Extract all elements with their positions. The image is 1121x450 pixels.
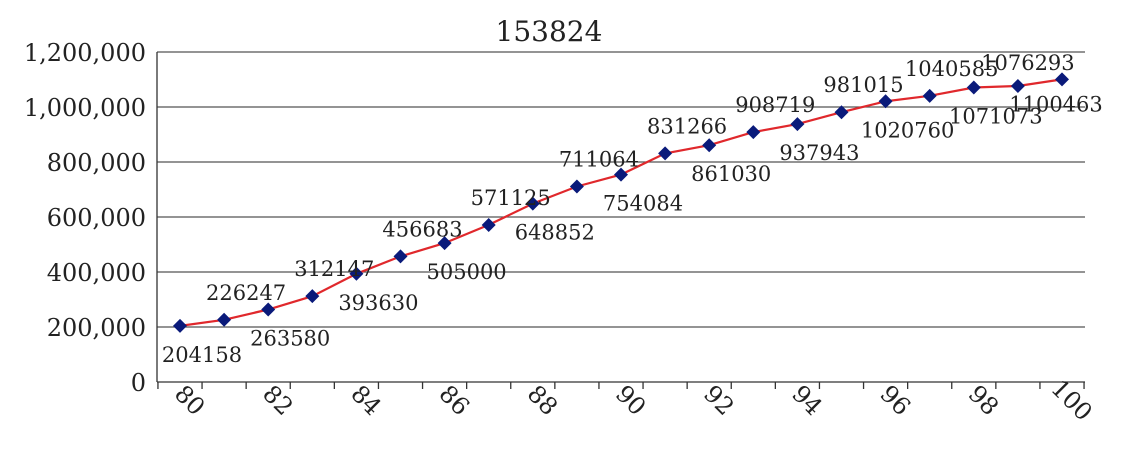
y-tick-label: 400,000 [47,259,146,287]
x-tick-label: 94 [786,380,827,421]
x-tick-label: 84 [345,380,386,421]
data-point-marker [349,266,364,281]
x-tick-label: 80 [169,380,210,421]
data-point-marker [702,138,717,153]
data-point-marker [173,318,187,333]
data-label: 393630 [338,291,418,315]
data-label: 648852 [515,221,595,245]
data-point-marker [922,88,937,103]
x-tick-label: 88 [522,380,563,421]
x-tick-label: 82 [257,380,298,421]
data-point-marker [1010,79,1025,94]
x-tick-label: 90 [610,380,651,421]
y-tick-label: 200,000 [47,314,146,342]
data-markers [173,72,1069,333]
y-tick-label: 800,000 [47,149,146,177]
data-point-marker [878,94,893,109]
data-label: 754084 [603,192,683,216]
data-label: 204158 [162,343,242,367]
x-tick-label: 86 [434,380,475,421]
data-label: 312147 [294,257,374,281]
data-point-marker [437,236,452,251]
data-label: 1076293 [981,51,1075,75]
data-label: 1020760 [861,118,955,142]
data-label: 1100463 [1009,92,1103,116]
x-tick-label: 96 [875,380,916,421]
data-label: 571125 [471,186,551,210]
grid-lines [157,51,1085,328]
data-point-marker [834,105,849,120]
chart-title: 153824 [496,15,603,48]
data-point-marker [261,302,276,317]
data-label: 981015 [823,73,903,97]
data-point-marker [966,80,981,95]
axes [156,52,1085,389]
data-point-marker [790,117,805,132]
data-point-marker [481,217,496,232]
data-label: 861030 [691,162,771,186]
data-point-marker [658,146,673,161]
data-label: 711064 [559,147,639,171]
data-point-marker [746,125,761,140]
y-tick-label: 0 [131,369,146,397]
data-point-marker [614,167,628,182]
data-label: 263580 [250,327,330,351]
data-point-marker [393,249,408,264]
data-point-marker [1055,72,1069,87]
data-label: 1040585 [905,57,999,81]
data-label: 908719 [735,93,815,117]
data-label: 505000 [427,260,507,284]
data-label: 937943 [779,141,859,165]
data-point-marker [305,289,320,304]
data-labels: 204158 226247 263580 312147 393630 456683 5050… [162,51,1103,367]
data-label: 226247 [206,281,286,305]
y-axis-tick-labels: 0 200,000 400,000 600,000 800,000 1,000,000 1,… [24,39,146,397]
y-tick-label: 1,200,000 [24,39,146,67]
y-tick-label: 1,000,000 [24,94,146,122]
data-label: 1071073 [949,104,1043,128]
data-point-marker [569,179,584,194]
y-tick-label: 600,000 [47,204,146,232]
x-tick-label: 98 [963,380,1004,421]
data-point-marker [217,312,232,327]
data-label: 831266 [647,114,727,138]
data-label: 456683 [382,217,462,241]
data-point-marker [525,196,540,211]
x-tick-label: 92 [698,380,739,421]
